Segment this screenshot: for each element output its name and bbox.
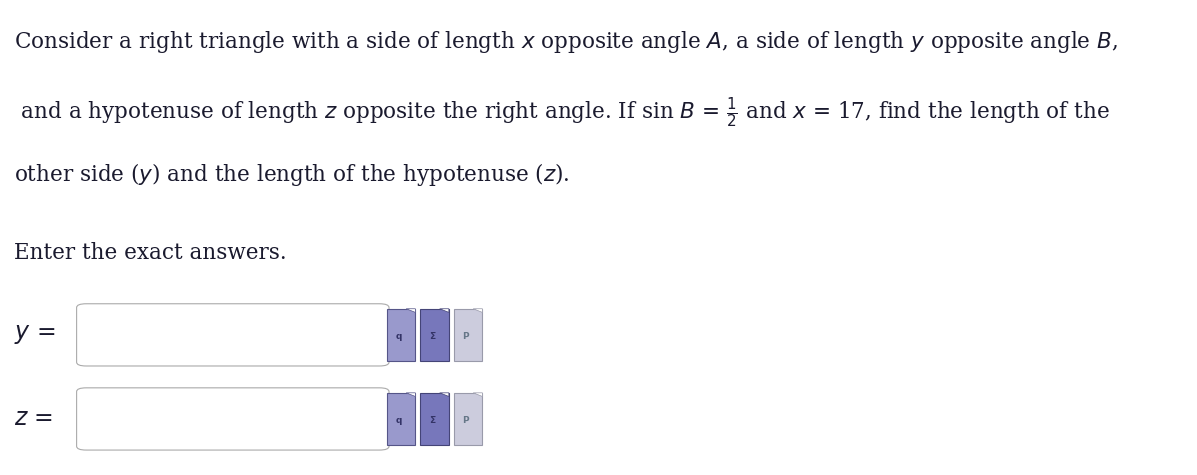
Text: P: P (462, 416, 469, 425)
Polygon shape (406, 393, 415, 397)
Text: other side ($y$) and the length of the hypotenuse ($z$).: other side ($y$) and the length of the h… (14, 162, 570, 189)
Text: q: q (395, 332, 402, 341)
Text: and a hypotenuse of length $z$ opposite the right angle. If sin $B$ = $\frac{1}{: and a hypotenuse of length $z$ opposite … (14, 95, 1110, 130)
Text: P: P (462, 332, 469, 341)
Polygon shape (406, 309, 415, 313)
FancyBboxPatch shape (420, 393, 449, 445)
Polygon shape (473, 309, 482, 313)
Text: $y$ =: $y$ = (14, 323, 56, 346)
Polygon shape (439, 393, 449, 397)
Polygon shape (439, 309, 449, 313)
FancyBboxPatch shape (77, 304, 389, 366)
FancyBboxPatch shape (420, 309, 449, 361)
Text: $z$ =: $z$ = (14, 408, 54, 430)
Text: q: q (395, 416, 402, 425)
FancyBboxPatch shape (77, 388, 389, 450)
Polygon shape (473, 393, 482, 397)
FancyBboxPatch shape (387, 309, 415, 361)
Text: Consider a right triangle with a side of length $x$ opposite angle $A$, a side o: Consider a right triangle with a side of… (14, 29, 1118, 56)
Text: Enter the exact answers.: Enter the exact answers. (14, 242, 287, 264)
FancyBboxPatch shape (387, 393, 415, 445)
FancyBboxPatch shape (454, 309, 482, 361)
Text: Σ: Σ (430, 416, 436, 425)
Text: Σ: Σ (430, 332, 436, 341)
FancyBboxPatch shape (454, 393, 482, 445)
